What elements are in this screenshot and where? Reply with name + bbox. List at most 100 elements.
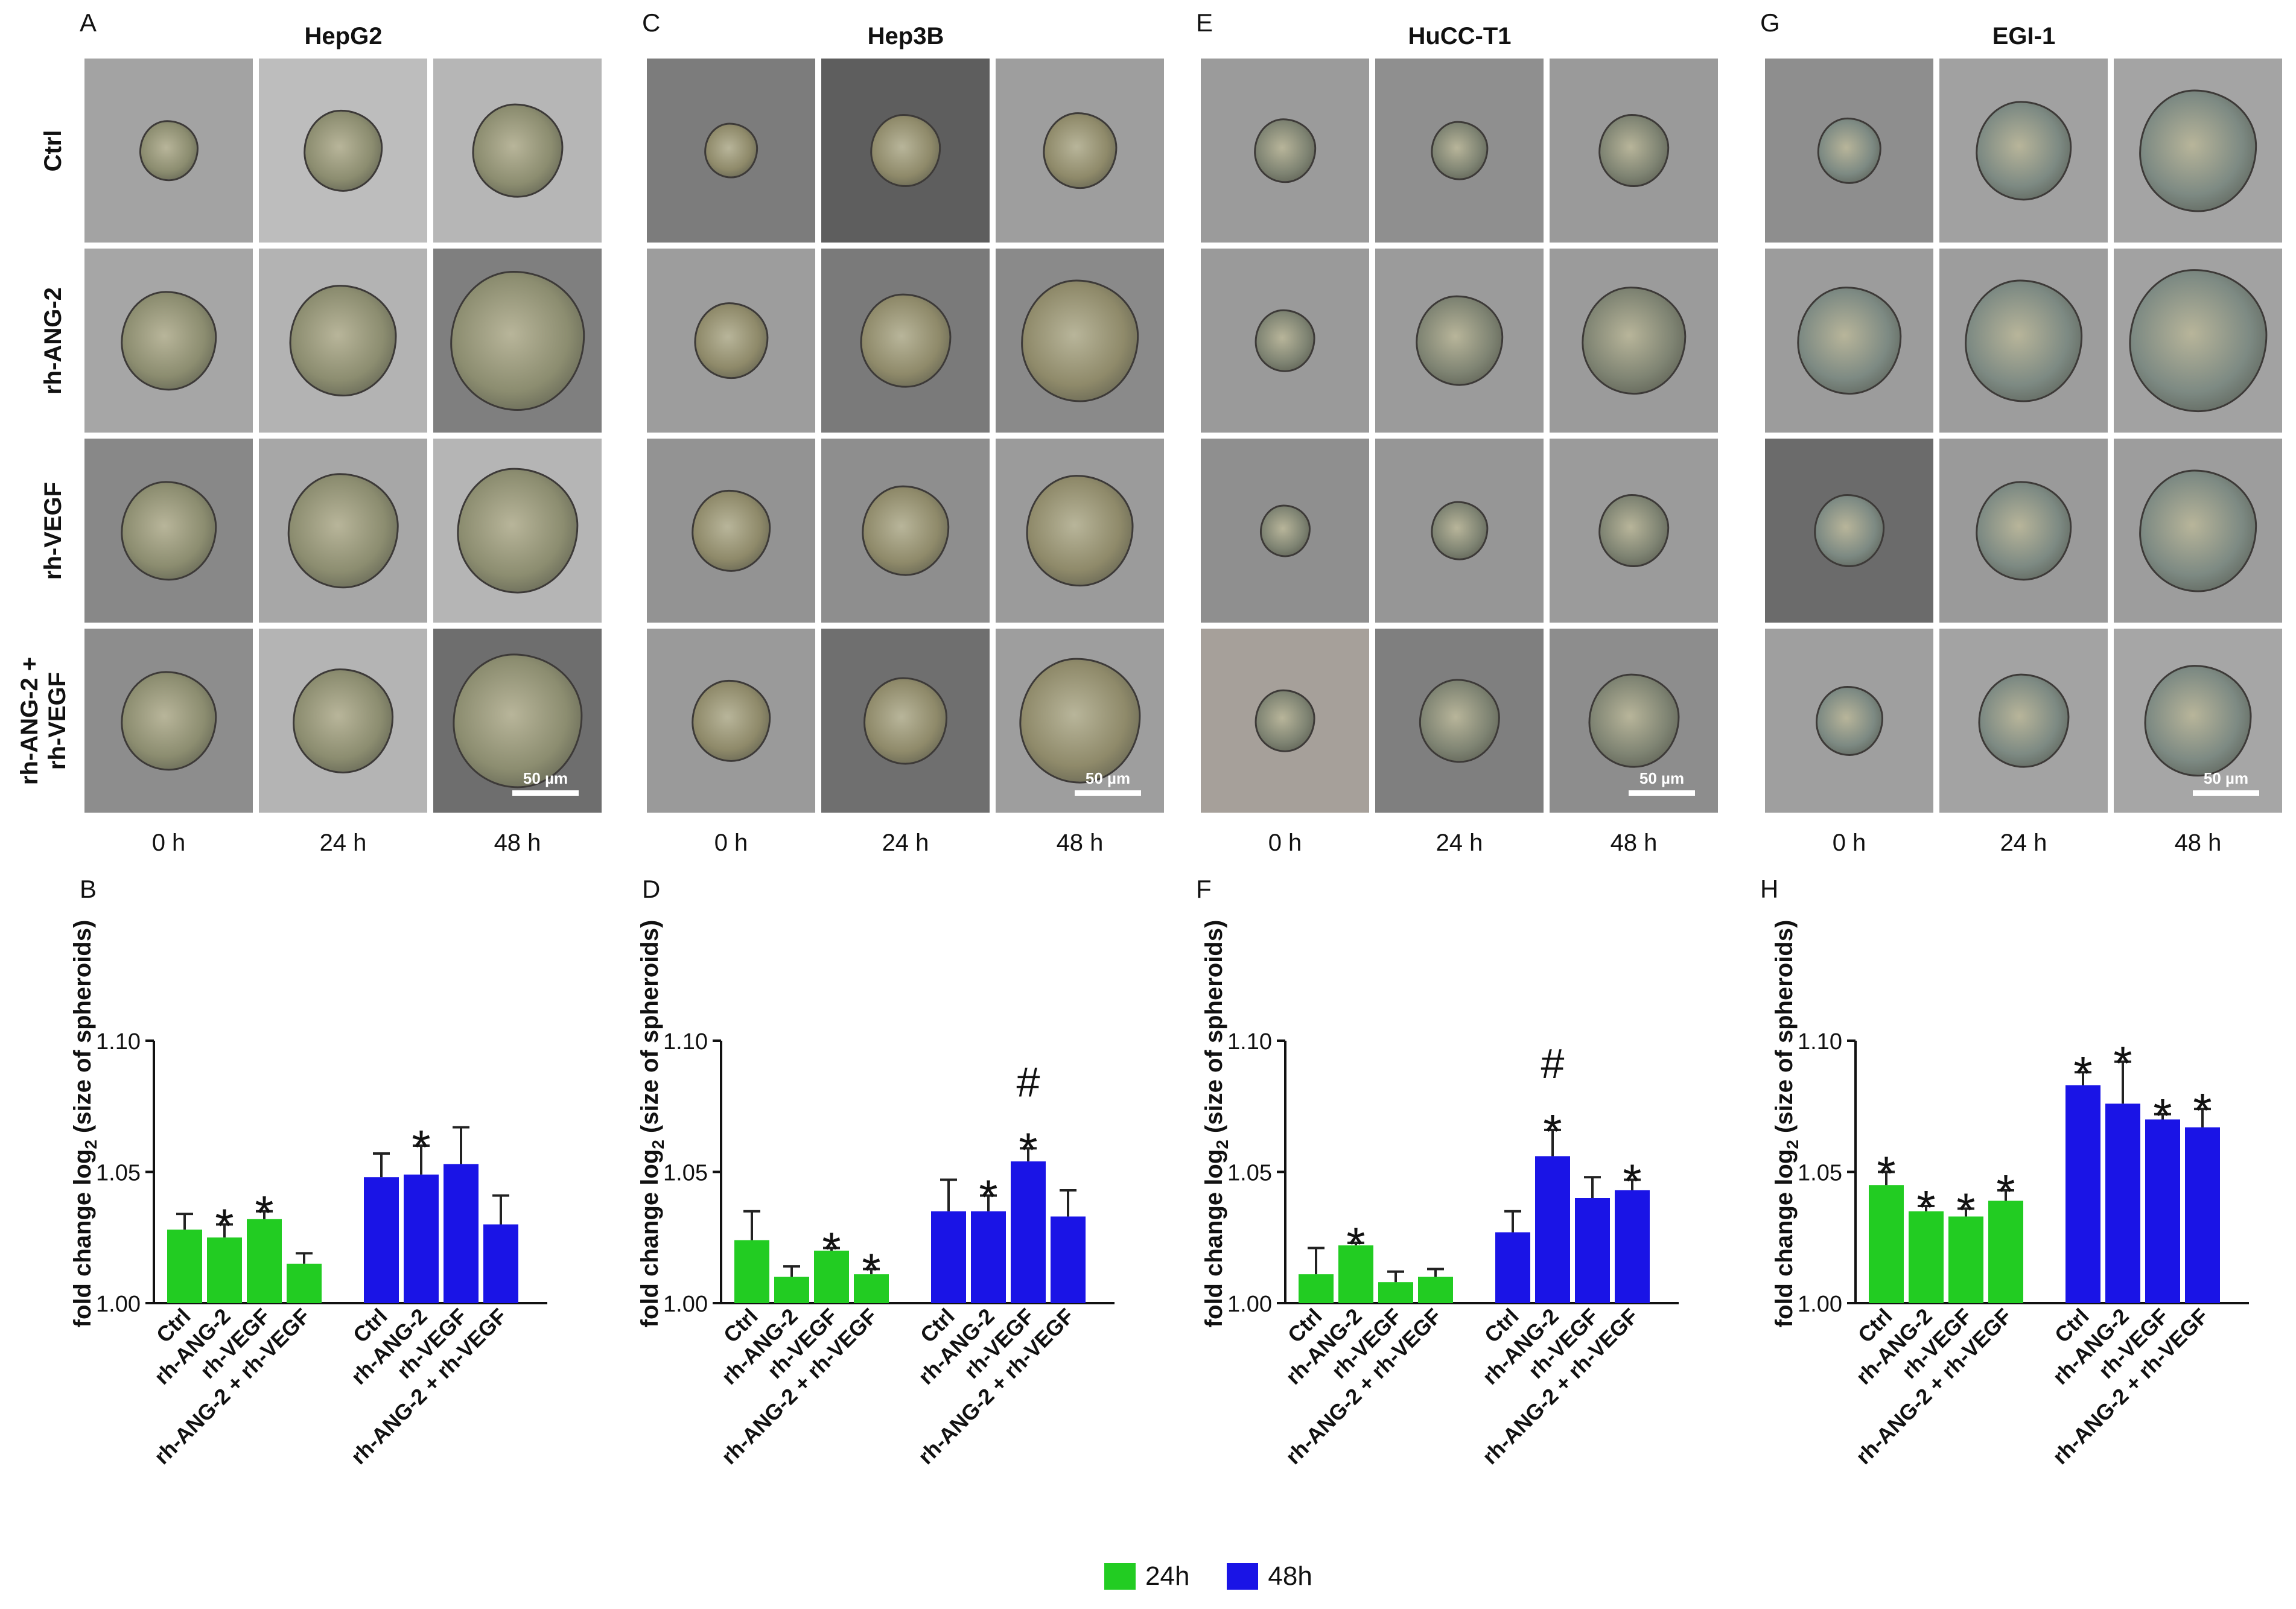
spheroid (450, 270, 585, 411)
micrograph-tile (84, 629, 253, 813)
micrograph-tile (1765, 59, 1933, 243)
bar (2065, 1085, 2100, 1303)
spheroid (1019, 658, 1141, 784)
spheroid (289, 284, 397, 397)
y-axis-label: fold change log2 (size of spheroids) (69, 920, 100, 1328)
bar (1378, 1282, 1413, 1303)
treatment-row-label: rh-ANG-2 (40, 287, 66, 395)
bar (444, 1164, 479, 1303)
micrograph-tile (821, 249, 990, 433)
micrograph-tile (84, 59, 253, 243)
y-tick-label: 1.05 (96, 1161, 141, 1186)
micrograph-tile: 50 µm (2114, 629, 2282, 813)
panel-letter-C: C (642, 8, 661, 37)
treatment-row-label: rh-VEGF (40, 481, 66, 580)
bar (1909, 1211, 1944, 1303)
spheroid (1253, 118, 1317, 183)
spheroid (1813, 493, 1885, 568)
panel-letter-A: A (80, 8, 97, 37)
spheroid (1430, 501, 1489, 560)
micrograph-tile (1201, 249, 1369, 433)
micrograph-grid: 50 µm (1201, 59, 1718, 813)
bar (971, 1211, 1006, 1303)
y-tick-label: 1.00 (1227, 1292, 1272, 1317)
micrograph-tile (1550, 439, 1718, 623)
micrograph-tile (821, 629, 990, 813)
bar (1338, 1245, 1373, 1303)
micrograph-tile: 50 µm (1550, 629, 1718, 813)
significance-mark: * (2113, 1036, 2132, 1090)
micrograph-tile (2114, 59, 2282, 243)
time-label: 0 h (151, 830, 186, 856)
y-tick-label: 1.00 (1798, 1292, 1842, 1317)
spheroid (1975, 100, 2072, 201)
significance-mark: * (412, 1120, 430, 1174)
micrograph-tile: 50 µm (996, 629, 1164, 813)
bar-chart-B: fold change log2 (size of spheroids)1.00… (69, 920, 547, 1469)
micrograph-tile (1765, 439, 1933, 623)
time-label: 24 h (1436, 830, 1483, 856)
time-label: 0 h (1268, 830, 1302, 856)
time-label: 48 h (1610, 830, 1658, 856)
scale-bar: 50 µm (1629, 769, 1695, 796)
bar-chart-H: fold change log2 (size of spheroids)1.00… (1771, 920, 2249, 1469)
cell-line-title: HepG2 (304, 23, 383, 49)
y-tick-label: 1.05 (1227, 1161, 1272, 1186)
micrograph-tile (2114, 439, 2282, 623)
spheroid (861, 485, 950, 576)
bar (247, 1219, 282, 1303)
panel-letter-D: D (642, 875, 661, 903)
time-label: 48 h (494, 830, 541, 856)
bar (1011, 1161, 1046, 1303)
y-tick-label: 1.00 (96, 1292, 141, 1317)
micrograph-tile (1765, 249, 1933, 433)
spheroid (120, 670, 217, 771)
spheroid (1964, 279, 2083, 402)
micrograph-grid: 50 µm (84, 59, 602, 813)
spheroid (691, 679, 771, 762)
spheroid (2139, 469, 2257, 592)
time-label: 24 h (882, 830, 929, 856)
micrograph-tile (1375, 249, 1544, 433)
significance-mark: * (1019, 1123, 1037, 1176)
scale-bar-line (2193, 790, 2259, 796)
spheroid (2128, 268, 2268, 413)
scale-bar-line (1075, 790, 1141, 796)
micrograph-tile (1375, 59, 1544, 243)
spheroid (1598, 113, 1670, 188)
bar (1495, 1232, 1530, 1303)
legend-label: 48h (1268, 1561, 1312, 1591)
micrograph-grid: 50 µm (1765, 59, 2282, 813)
spheroid (1255, 309, 1315, 372)
significance-mark: * (2153, 1089, 2172, 1143)
spheroid (693, 302, 769, 379)
legend-swatch (1227, 1563, 1259, 1590)
significance-mark: * (1346, 1217, 1365, 1271)
treatment-row-label: rh-ANG-2 + rh-VEGF (16, 656, 71, 785)
micrograph-tile (84, 249, 253, 433)
panel-letter-G: G (1760, 8, 1780, 37)
scale-bar-line (512, 790, 579, 796)
spheroid (303, 109, 383, 192)
scale-bar: 50 µm (1075, 769, 1141, 796)
significance-mark: * (1543, 1105, 1562, 1158)
bar (931, 1211, 966, 1303)
bar (1948, 1216, 1983, 1303)
legend-swatch (1104, 1563, 1136, 1590)
bar (483, 1224, 518, 1303)
significance-mark: * (1996, 1165, 2015, 1219)
spheroid (1026, 474, 1134, 587)
spheroid (1796, 286, 1902, 395)
significance-mark: * (1877, 1147, 1895, 1201)
micrograph-tile (1939, 249, 2108, 433)
spheroid (1817, 117, 1881, 184)
spheroid (859, 293, 952, 388)
bar (1615, 1190, 1650, 1303)
significance-mark: * (1916, 1181, 1935, 1234)
micrograph-tile (821, 59, 990, 243)
bar (2185, 1127, 2220, 1303)
bar (1869, 1185, 1904, 1303)
micrograph-tile (647, 59, 815, 243)
bar (854, 1274, 889, 1303)
y-axis-label: fold change log2 (size of spheroids) (1771, 920, 1802, 1328)
